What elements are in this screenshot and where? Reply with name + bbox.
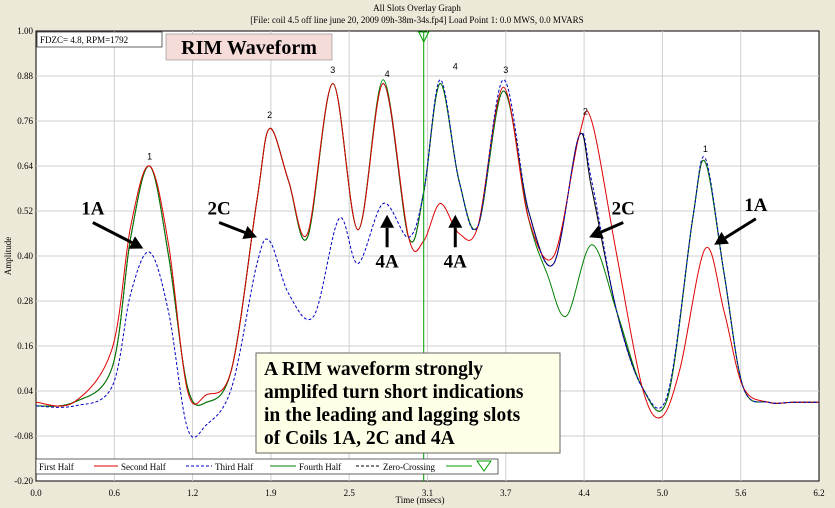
y-tick-label: 1.00: [17, 26, 33, 36]
annotations: 1A 2C 4A 4A 2C 1A: [81, 195, 768, 273]
peak-labels: 1 2 3 4 4 3 2 1: [147, 61, 708, 161]
info-box: [36, 31, 163, 48]
note-line-2: amplifed turn short indications: [264, 382, 524, 403]
x-tick-label: 5.6: [735, 488, 747, 498]
peak-label: 3: [330, 65, 335, 75]
chart-subtitle: [File: coil 4.5 off line june 20, 2009 0…: [250, 15, 583, 25]
x-axis-label: Time (msecs): [396, 495, 445, 505]
annotation-label: 1A: [744, 195, 768, 216]
annotation-arrowhead: [714, 231, 729, 245]
legend-third-half[interactable]: Third Half: [215, 462, 253, 472]
note-box: [255, 352, 561, 454]
y-tick-label: 0.52: [17, 206, 33, 216]
annotation-arrow: [600, 221, 624, 234]
annotation-label: 1A: [81, 199, 105, 220]
y-tick-label: 0.04: [17, 386, 33, 396]
legend-fourth-half[interactable]: Fourth Half: [299, 462, 341, 472]
annotation-arrowhead: [589, 225, 604, 239]
annotation-arrow: [724, 217, 757, 240]
series-line-third-half: [35, 79, 819, 438]
annotation-arrowhead: [128, 236, 144, 249]
annotation-label: 2C: [208, 199, 231, 220]
peak-label: 4: [453, 61, 458, 71]
peak-label: 1: [147, 151, 152, 161]
legend: [35, 458, 499, 475]
y-tick-label: 0.88: [17, 71, 33, 81]
peak-label: 4: [385, 69, 390, 79]
y-tick-label: -0.20: [14, 476, 33, 486]
legend-triangle-icon: [476, 460, 492, 472]
rim-label-box: [165, 33, 333, 61]
peak-label: 2: [267, 110, 272, 120]
axis-ticks: 0.0 0.6 1.2 1.9 2.5 3.1 3.7 4.4 5.0 5.6 6.2 1.00 0.8…: [14, 26, 824, 498]
series-lines: [35, 79, 819, 438]
cursor-triangle-icon[interactable]: [417, 31, 430, 44]
annotation-arrowhead: [242, 226, 258, 240]
annotation-arrowhead: [448, 214, 463, 228]
x-tick-label: 6.2: [813, 488, 824, 498]
peak-label: 2: [583, 106, 588, 116]
rim-label: RIM Waveform: [181, 37, 317, 59]
series-line-second-half: [35, 82, 819, 419]
y-tick-label: -0.08: [14, 431, 33, 441]
y-tick-label: 0.64: [17, 161, 33, 171]
y-axis-label: Amplitude: [3, 237, 13, 276]
annotation-label: 2C: [612, 199, 635, 220]
x-tick-label: 0.0: [30, 488, 42, 498]
x-tick-label: 1.9: [265, 488, 277, 498]
note-line-4: of Coils 1A, 2C and 4A: [264, 428, 455, 449]
chart-title: All Slots Overlay Graph: [373, 3, 461, 13]
x-tick-label: 0.6: [109, 488, 121, 498]
note-line-1: A RIM waveform strongly: [264, 359, 483, 380]
legend-first-half[interactable]: First Half: [39, 462, 74, 472]
annotation-arrowhead: [380, 214, 395, 228]
annotation-arrow: [92, 221, 133, 244]
x-tick-label: 5.0: [657, 488, 669, 498]
y-tick-label: 0.28: [17, 296, 33, 306]
x-tick-label: 1.2: [187, 488, 198, 498]
x-tick-label: 3.7: [500, 488, 512, 498]
y-tick-label: 0.40: [17, 251, 33, 261]
note-line-3: in the leading and lagging slots: [264, 405, 521, 426]
x-tick-label: 4.4: [578, 488, 590, 498]
annotation-arrow: [218, 221, 246, 234]
legend-second-half[interactable]: Second Half: [121, 462, 166, 472]
y-tick-label: 0.16: [17, 341, 33, 351]
y-tick-label: 0.76: [17, 116, 33, 126]
info-text: FDZC= 4.8, RPM=1792: [40, 35, 128, 45]
x-tick-label: 3.1: [422, 488, 433, 498]
annotation-label: 4A: [444, 251, 468, 272]
legend-zero-crossing[interactable]: Zero-Crossing: [383, 462, 435, 472]
x-tick-label: 2.5: [344, 488, 356, 498]
peak-label: 3: [503, 65, 508, 75]
peak-label: 1: [703, 144, 708, 154]
annotation-label: 4A: [375, 251, 399, 272]
